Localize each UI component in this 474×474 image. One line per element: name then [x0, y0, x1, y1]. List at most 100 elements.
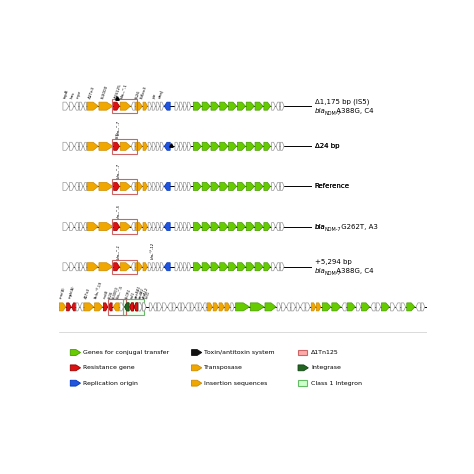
Polygon shape	[202, 182, 210, 191]
Text: IS3000: IS3000	[100, 84, 109, 99]
Polygon shape	[156, 182, 160, 191]
Bar	[112, 219, 137, 234]
Polygon shape	[87, 263, 98, 271]
Polygon shape	[250, 303, 264, 311]
Polygon shape	[83, 263, 86, 271]
Polygon shape	[342, 303, 346, 311]
Polygon shape	[187, 182, 191, 191]
Polygon shape	[255, 182, 263, 191]
Polygon shape	[138, 303, 142, 311]
Polygon shape	[148, 182, 152, 191]
Polygon shape	[316, 303, 321, 311]
Polygon shape	[191, 365, 202, 371]
Bar	[123, 299, 144, 315]
Polygon shape	[211, 223, 219, 231]
Polygon shape	[220, 182, 228, 191]
Text: Integrase: Integrase	[311, 365, 341, 370]
Polygon shape	[246, 182, 255, 191]
Polygon shape	[136, 142, 142, 150]
Polygon shape	[264, 102, 271, 110]
Polygon shape	[70, 142, 74, 150]
Polygon shape	[183, 102, 187, 110]
Bar	[112, 139, 137, 154]
Polygon shape	[66, 303, 71, 311]
Polygon shape	[281, 102, 284, 110]
Polygon shape	[211, 182, 219, 191]
Polygon shape	[282, 303, 286, 311]
Polygon shape	[246, 223, 255, 231]
Polygon shape	[143, 102, 147, 110]
Polygon shape	[264, 223, 271, 231]
Polygon shape	[87, 223, 98, 231]
Bar	[298, 380, 307, 386]
Polygon shape	[237, 142, 246, 150]
Text: Δ24 bp: Δ24 bp	[315, 143, 339, 149]
Polygon shape	[179, 182, 182, 191]
Polygon shape	[70, 365, 81, 371]
Text: Δ1,175 bp (IS5): Δ1,175 bp (IS5)	[315, 98, 369, 105]
Text: intI1: intI1	[145, 290, 152, 299]
Polygon shape	[160, 223, 164, 231]
Polygon shape	[80, 102, 83, 110]
Polygon shape	[179, 223, 182, 231]
Polygon shape	[362, 303, 370, 311]
Polygon shape	[131, 223, 135, 231]
Polygon shape	[193, 263, 201, 271]
Polygon shape	[396, 303, 400, 311]
Polygon shape	[63, 223, 69, 231]
Polygon shape	[272, 102, 275, 110]
Polygon shape	[179, 263, 182, 271]
Polygon shape	[63, 263, 69, 271]
Text: Δ1Tn3: Δ1Tn3	[88, 85, 96, 99]
Polygon shape	[143, 303, 146, 311]
Polygon shape	[120, 223, 130, 231]
Text: IS26: IS26	[108, 290, 114, 299]
Polygon shape	[276, 142, 280, 150]
Polygon shape	[220, 263, 228, 271]
Polygon shape	[175, 102, 179, 110]
Polygon shape	[99, 263, 113, 271]
Bar	[112, 179, 137, 194]
Polygon shape	[160, 263, 164, 271]
Polygon shape	[87, 142, 98, 150]
Text: pir: pir	[152, 92, 157, 99]
Polygon shape	[186, 303, 190, 311]
Polygon shape	[183, 182, 187, 191]
Polygon shape	[83, 223, 86, 231]
Polygon shape	[187, 263, 191, 271]
Polygon shape	[237, 102, 246, 110]
Polygon shape	[83, 102, 86, 110]
Polygon shape	[138, 303, 142, 311]
Polygon shape	[371, 303, 375, 311]
Text: rmtB: rmtB	[102, 289, 109, 299]
Polygon shape	[191, 303, 194, 311]
Polygon shape	[70, 263, 74, 271]
Polygon shape	[407, 303, 415, 311]
Polygon shape	[213, 303, 219, 311]
Polygon shape	[207, 303, 212, 311]
Polygon shape	[220, 223, 228, 231]
Text: NDM-7: NDM-7	[325, 272, 341, 276]
Text: IS26: IS26	[135, 89, 141, 99]
Polygon shape	[70, 182, 74, 191]
Text: δblaₛᴴᵝ-19: δblaₛᴴᵝ-19	[94, 280, 103, 299]
Polygon shape	[75, 142, 78, 150]
Polygon shape	[220, 102, 228, 110]
Polygon shape	[75, 223, 78, 231]
Polygon shape	[202, 142, 210, 150]
Text: G262T, A3: G262T, A3	[339, 224, 378, 229]
Polygon shape	[311, 303, 316, 311]
Polygon shape	[255, 263, 263, 271]
Text: blaₙₒᴹ-1: blaₙₒᴹ-1	[119, 82, 128, 99]
Polygon shape	[131, 142, 135, 150]
Polygon shape	[131, 263, 135, 271]
Polygon shape	[152, 142, 155, 150]
Polygon shape	[183, 223, 187, 231]
Text: dnaJ: dnaJ	[158, 89, 165, 99]
Polygon shape	[114, 263, 119, 271]
Text: mpr: mpr	[76, 90, 82, 99]
Polygon shape	[72, 303, 75, 311]
Polygon shape	[80, 142, 83, 150]
Polygon shape	[231, 303, 234, 311]
Polygon shape	[281, 142, 284, 150]
